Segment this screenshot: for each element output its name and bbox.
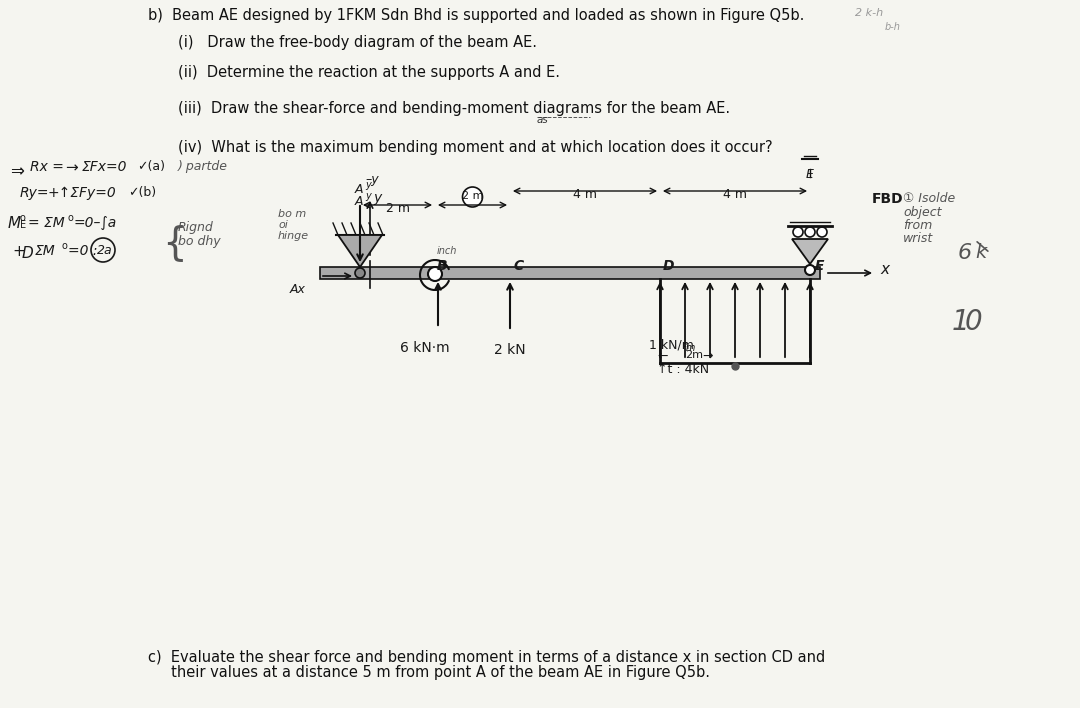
Text: =0–∫a: =0–∫a	[75, 216, 118, 230]
Text: (iv)  What is the maximum bending moment and at which location does it occur?: (iv) What is the maximum bending moment …	[178, 140, 772, 155]
Text: 1: 1	[951, 308, 970, 336]
Polygon shape	[338, 235, 382, 267]
Text: Rx =: Rx =	[30, 160, 64, 174]
Text: ²m: ²m	[683, 343, 697, 353]
Text: x: x	[880, 263, 889, 278]
Text: bo m: bo m	[278, 209, 307, 219]
Text: y: y	[365, 191, 370, 201]
Text: (iii)  Draw the shear-force and bending-moment diagrams for the beam AE.: (iii) Draw the shear-force and bending-m…	[178, 101, 730, 116]
Text: D: D	[663, 259, 675, 273]
Bar	[320, 267, 820, 279]
Text: C: C	[513, 259, 523, 273]
Text: {: {	[162, 224, 187, 262]
Text: y: y	[365, 180, 370, 190]
Text: as: as	[537, 115, 549, 125]
Text: M: M	[8, 216, 22, 231]
Text: +: +	[12, 244, 25, 259]
Text: ① Isolde: ① Isolde	[903, 192, 955, 205]
Text: (ii)  Determine the reaction at the supports A and E.: (ii) Determine the reaction at the suppo…	[178, 65, 561, 80]
Text: b-h: b-h	[885, 22, 901, 32]
Text: ⇒: ⇒	[10, 162, 24, 180]
Text: 2 k-h: 2 k-h	[855, 8, 883, 18]
Text: from: from	[903, 219, 932, 232]
Circle shape	[816, 227, 827, 237]
Text: 1 kN/m: 1 kN/m	[649, 338, 693, 351]
Text: E: E	[815, 259, 824, 273]
Text: ΣFx=0: ΣFx=0	[82, 160, 127, 174]
Text: Ax: Ax	[291, 283, 306, 296]
Text: hinge: hinge	[278, 231, 309, 241]
Text: o: o	[21, 213, 26, 223]
Text: their values at a distance 5 m from point A of the beam AE in Figure Q5b.: their values at a distance 5 m from poin…	[148, 665, 710, 680]
Text: y: y	[373, 191, 381, 205]
Text: wrist: wrist	[903, 232, 933, 245]
Text: +↑ΣFy=0: +↑ΣFy=0	[48, 186, 117, 200]
Text: 6: 6	[958, 243, 972, 263]
Text: =0 :: =0 :	[68, 244, 97, 258]
Text: FBD: FBD	[872, 192, 904, 206]
Text: bo dhy: bo dhy	[178, 235, 220, 248]
Circle shape	[805, 265, 815, 275]
Circle shape	[462, 187, 483, 207]
Text: ←: ←	[657, 350, 667, 363]
Text: o: o	[68, 213, 73, 223]
Text: A: A	[355, 183, 364, 196]
Text: inch: inch	[437, 246, 457, 256]
Text: = ΣM: = ΣM	[28, 216, 65, 230]
Text: Rignd: Rignd	[178, 221, 214, 234]
Text: ΣM: ΣM	[35, 244, 56, 258]
Text: →: →	[702, 350, 713, 363]
Text: A: A	[355, 195, 364, 208]
Text: o: o	[62, 241, 68, 251]
Text: E: E	[21, 220, 26, 230]
Text: oi: oi	[278, 220, 288, 230]
Text: 6 kN·m: 6 kN·m	[401, 341, 449, 355]
Text: ✓(b): ✓(b)	[129, 186, 157, 199]
Circle shape	[428, 267, 442, 281]
Text: 2 kN: 2 kN	[495, 343, 526, 357]
Text: ↑t : 4kN: ↑t : 4kN	[657, 363, 710, 376]
Text: 2 m: 2 m	[386, 202, 409, 215]
Text: b)  Beam AE designed by 1FKM Sdn Bhd is supported and loaded as shown in Figure : b) Beam AE designed by 1FKM Sdn Bhd is s…	[148, 8, 805, 23]
Text: (i)   Draw the free-body diagram of the beam AE.: (i) Draw the free-body diagram of the be…	[178, 35, 537, 50]
Text: –y: –y	[365, 173, 379, 186]
Text: →: →	[65, 160, 78, 175]
Text: Ry=: Ry=	[21, 186, 50, 200]
Circle shape	[355, 268, 365, 278]
Text: c)  Evaluate the shear force and bending moment in terms of a distance x in sect: c) Evaluate the shear force and bending …	[148, 650, 825, 665]
Text: 2 m: 2 m	[462, 191, 483, 201]
Text: E: E	[806, 168, 814, 181]
Text: D: D	[22, 246, 33, 261]
Text: 4 m: 4 m	[573, 188, 597, 201]
Text: k: k	[975, 243, 986, 262]
Text: ) partde: ) partde	[178, 160, 228, 173]
Polygon shape	[792, 239, 828, 264]
Circle shape	[805, 227, 815, 237]
Text: 2a: 2a	[97, 244, 112, 257]
Text: ✓(a): ✓(a)	[137, 160, 165, 173]
Text: object: object	[903, 206, 942, 219]
Text: 0: 0	[966, 308, 983, 336]
Circle shape	[793, 227, 804, 237]
Text: 4 m: 4 m	[723, 188, 747, 201]
Text: B: B	[437, 259, 447, 273]
Text: 2m: 2m	[685, 350, 703, 360]
